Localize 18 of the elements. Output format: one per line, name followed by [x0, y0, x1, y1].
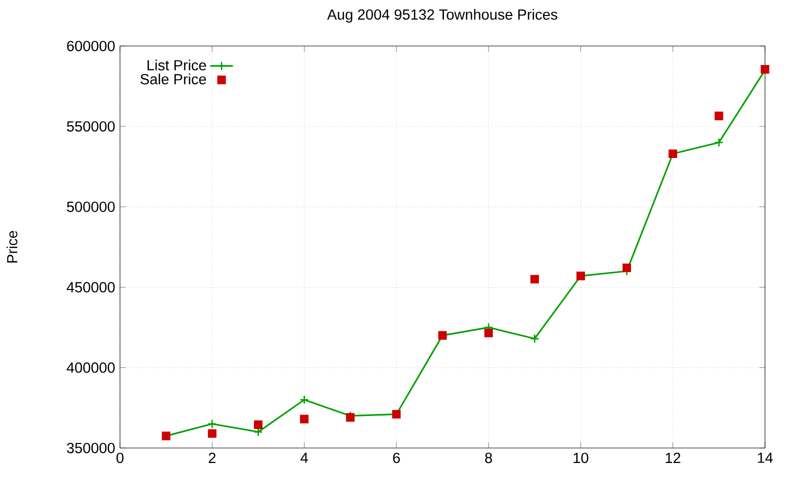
x-tick-label: 14: [758, 452, 773, 463]
legend-label: Sale Price: [140, 74, 206, 84]
x-tick-label: 12: [666, 452, 680, 463]
legend-label: List Price: [148, 60, 206, 70]
y-tick-label: 400000: [66, 362, 115, 373]
chart-title: Aug 2004 95132 Townhouse Prices: [327, 8, 558, 23]
y-tick-label: 600000: [67, 40, 115, 52]
y-axis-title: Price: [6, 230, 18, 262]
y-tick-label: 450000: [66, 282, 115, 292]
y-tick-label: 350000: [66, 442, 115, 454]
x-tick-label: 2: [208, 452, 216, 463]
x-tick-label: 4: [300, 452, 308, 463]
x-tick-label: 10: [574, 452, 588, 464]
x-tick-label: 0: [116, 452, 124, 464]
x-tick-label: 8: [485, 452, 492, 464]
y-tick-label: 550000: [66, 121, 115, 132]
x-tick-label: 6: [393, 452, 400, 464]
y-tick-label: 500000: [66, 202, 115, 212]
